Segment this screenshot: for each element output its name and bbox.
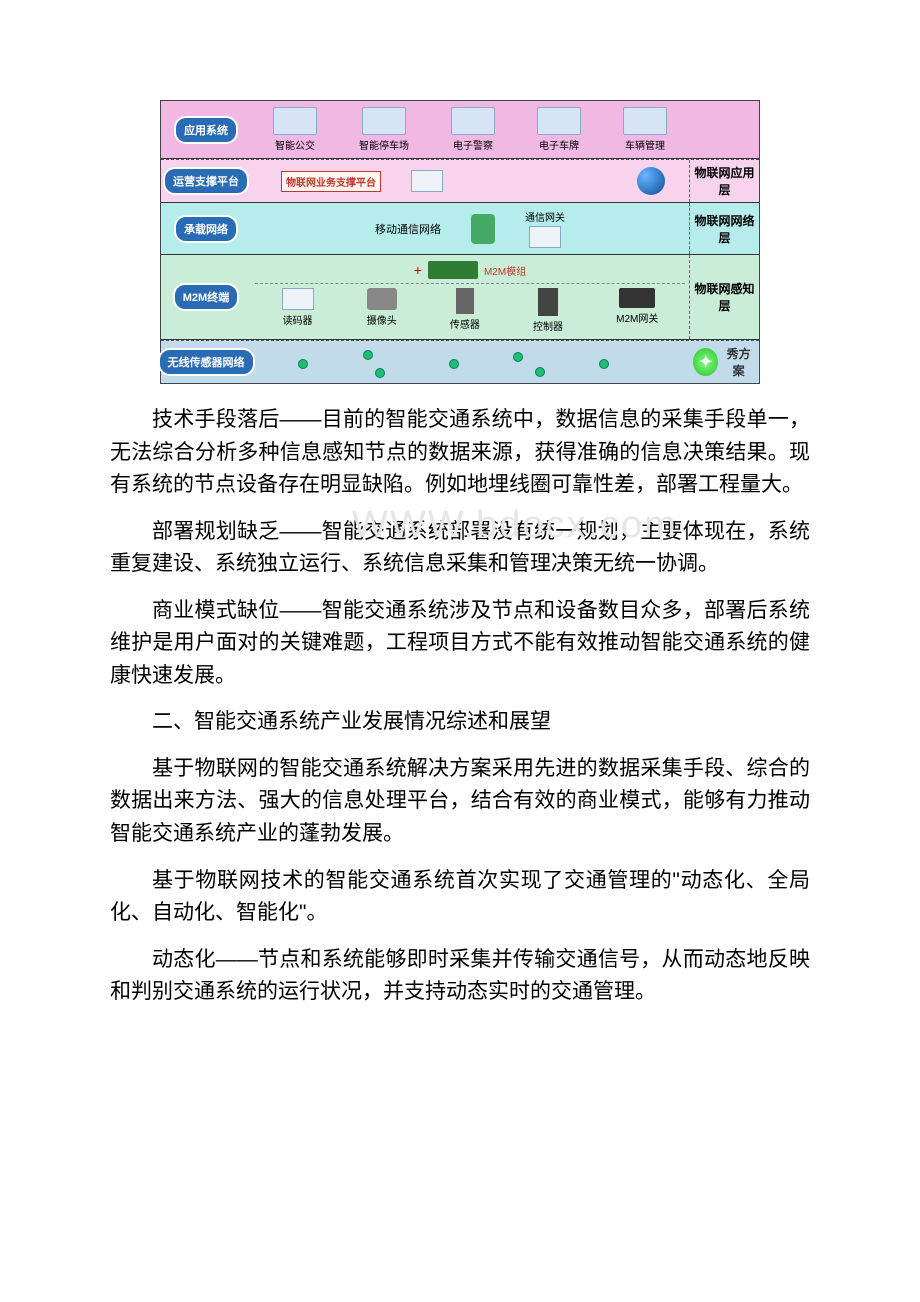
- section-heading: 二、智能交通系统产业发展情况综述和展望: [110, 706, 810, 739]
- paragraph-1: WWW.bdocx.com 技术手段落后——目前的智能交通系统中，数据信息的采集…: [110, 404, 810, 502]
- reader-icon: [282, 288, 314, 310]
- iot-architecture-diagram: 应用系统 智能公交 智能停车场 电子警察 电子车牌 车辆管理 运营支撑平台 物联…: [160, 100, 760, 384]
- parking-icon: [362, 107, 406, 135]
- layer-label: 承载网络: [161, 203, 251, 254]
- controller-icon: [538, 288, 558, 316]
- app-item: 电子车牌: [537, 107, 581, 152]
- brand-corner: ✦ 秀方案: [689, 341, 759, 383]
- m2m-gateway-icon: [619, 288, 655, 308]
- app-item: 电子警察: [451, 107, 495, 152]
- label-pill: 运营支撑平台: [163, 167, 249, 195]
- label-pill: 无线传感器网络: [158, 348, 255, 376]
- paragraph-5: 基于物联网技术的智能交通系统首次实现了交通管理的"动态化、全局化、自动化、智能化…: [110, 865, 810, 930]
- sensor-icon: [456, 288, 474, 314]
- right-label-network-layer: 物联网网络层: [689, 203, 759, 254]
- document-page: 应用系统 智能公交 智能停车场 电子警察 电子车牌 车辆管理 运营支撑平台 物联…: [0, 0, 920, 1083]
- m2m-module-icon: [428, 261, 478, 279]
- layer-wsn: 无线传感器网络 ✦ 秀方案: [161, 340, 759, 383]
- layer-label: 运营支撑平台: [161, 160, 251, 202]
- spacer: [689, 101, 759, 158]
- layer-body: 智能公交 智能停车场 电子警察 电子车牌 车辆管理: [251, 101, 689, 158]
- right-label-perception-layer: 物联网感知层: [689, 255, 759, 339]
- paragraph-3: 商业模式缺位——智能交通系统涉及节点和设备数目众多，部署后系统维护是用户面对的关…: [110, 595, 810, 693]
- camera-icon: [367, 288, 397, 310]
- paragraph-4: 基于物联网的智能交通系统解决方案采用先进的数据采集手段、综合的数据出来方法、强大…: [110, 753, 810, 851]
- layer-body: [251, 341, 689, 383]
- app-item: 智能公交: [273, 107, 317, 152]
- layer-app-system: 应用系统 智能公交 智能停车场 电子警察 电子车牌 车辆管理: [161, 101, 759, 159]
- m2m-item: 传感器: [450, 288, 480, 333]
- layer-label: 应用系统: [161, 101, 251, 158]
- server-icon: [411, 170, 443, 192]
- mobile-network-label: 移动通信网络: [375, 221, 441, 237]
- bus-icon: [273, 107, 317, 135]
- comm-gateway-icon: [529, 226, 561, 248]
- layer-body: + M2M模组 读码器 摄像头 传感器 控制器 M2M网关: [251, 255, 689, 339]
- label-pill: 承载网络: [174, 215, 238, 243]
- gateway-item: 通信网关: [525, 209, 565, 248]
- epolice-icon: [451, 107, 495, 135]
- layer-body: 物联网业务支撑平台: [251, 160, 689, 202]
- vehicle-mgmt-icon: [623, 107, 667, 135]
- mesh-network-icon: [255, 347, 685, 377]
- paragraph-6: 动态化——节点和系统能够即时采集并传输交通信号，从而动态地反映和判别交通系统的运…: [110, 944, 810, 1009]
- right-label-app-layer: 物联网应用层: [689, 160, 759, 202]
- brand-badge: ✦ 秀方案: [693, 345, 755, 379]
- wechat-icon: ✦: [693, 348, 718, 376]
- app-item: 车辆管理: [623, 107, 667, 152]
- label-pill: M2M终端: [173, 283, 239, 311]
- eplate-icon: [537, 107, 581, 135]
- app-item: 智能停车场: [359, 107, 409, 152]
- label-pill: 应用系统: [174, 116, 238, 144]
- m2m-item: M2M网关: [616, 288, 658, 333]
- platform-box: 物联网业务支撑平台: [281, 171, 381, 192]
- m2m-module-label: M2M模组: [484, 263, 526, 278]
- layer-carrier-network: 承载网络 移动通信网络 通信网关 物联网网络层: [161, 203, 759, 255]
- layer-body: 移动通信网络 通信网关: [251, 203, 689, 254]
- tower-icon: [471, 214, 495, 244]
- layer-m2m-terminal: M2M终端 + M2M模组 读码器 摄像头 传感器 控制器 M2M网关 物联网感…: [161, 255, 759, 340]
- m2m-item: 摄像头: [367, 288, 397, 333]
- layer-ops-platform: 运营支撑平台 物联网业务支撑平台 物联网应用层: [161, 159, 759, 203]
- m2m-item: 读码器: [282, 288, 314, 333]
- m2m-item: 控制器: [533, 288, 563, 333]
- paragraph-2: 部署规划缺乏——智能交通系统部署没有统一规划，主要体现在，系统重复建设、系统独立…: [110, 516, 810, 581]
- layer-label: M2M终端: [161, 255, 251, 339]
- globe-icon: [637, 167, 665, 195]
- layer-label: 无线传感器网络: [161, 341, 251, 383]
